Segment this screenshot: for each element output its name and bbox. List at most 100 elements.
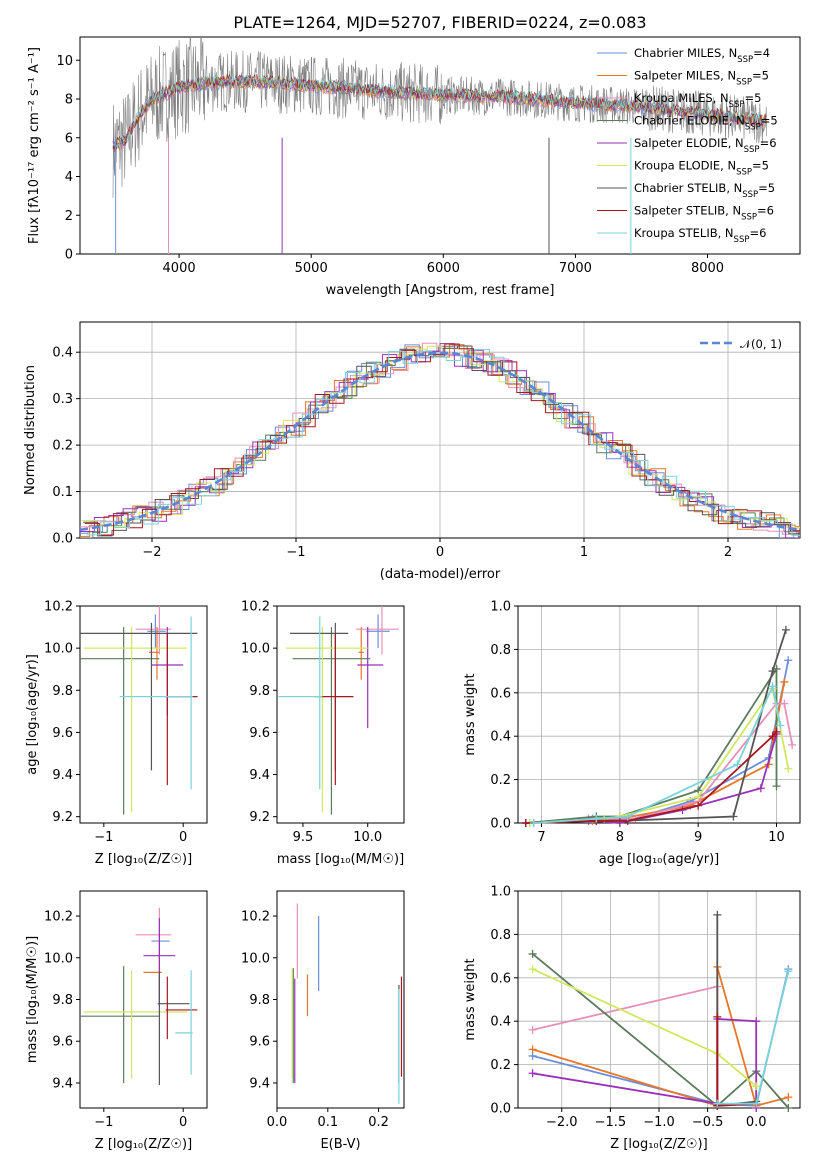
histogram-series-8 [84, 343, 800, 536]
weight-marker [768, 732, 777, 741]
weight-marker [784, 656, 793, 665]
normal-curve [79, 351, 801, 532]
panel-age-vs-mass: 9.5 10.0 9.2 9.4 9.6 9.8 10.0 10.2 mass [log₁₀(M… [241, 600, 405, 867]
x-tick-label: −1.0 [643, 1115, 675, 1130]
x-axis-label: Z [log₁₀(Z/Z☉)] [95, 1137, 192, 1152]
y-tick-label: 9.4 [52, 1076, 73, 1091]
y-tick-label: 0.0 [52, 532, 73, 547]
x-tick-label: 0.1 [317, 1115, 338, 1130]
y-tick-label: 9.4 [249, 1076, 270, 1091]
x-tick-label: 10 [768, 830, 785, 845]
y-tick-label: 9.2 [249, 810, 270, 825]
weight-marker [788, 740, 797, 749]
x-tick-label: −0.5 [692, 1115, 724, 1130]
weight-marker [528, 1069, 537, 1078]
histogram-series-9 [86, 349, 800, 536]
weight-marker [733, 760, 742, 769]
y-axis-label: Normed distribution [23, 365, 38, 495]
weight-marker [768, 667, 777, 676]
weight-marker [528, 1025, 537, 1034]
figure-title: PLATE=1264, MJD=52707, FIBERID=0224, z=0… [233, 13, 646, 32]
histogram-series-6 [81, 345, 800, 529]
weight-marker [694, 801, 703, 810]
y-tick-label: 1.0 [490, 885, 511, 900]
y-tick-label: 9.8 [249, 684, 270, 699]
legend-entry: Chabrier STELIB, NSSP=5 [634, 181, 775, 200]
x-tick-label: 0.2 [368, 1115, 389, 1130]
panel-residuals: −2 −1 0 1 2 0.0 0.1 0.2 0.3 0.4 (data-model)/error… [23, 321, 801, 582]
x-axis-label: age [log₁₀(age/yr)] [599, 852, 720, 867]
x-tick-label: 8 [616, 830, 624, 845]
weight-marker [592, 814, 601, 823]
weight-marker [713, 1012, 722, 1021]
y-tick-label: 10.0 [44, 951, 73, 966]
weight-marker [784, 1104, 793, 1112]
y-tick-label: 10.2 [241, 600, 270, 615]
weight-marker [729, 812, 738, 821]
histogram-series-2 [80, 344, 800, 538]
axes-frame [517, 605, 801, 824]
weight-marker [784, 1093, 793, 1102]
model-spectrum-4 [112, 76, 767, 151]
weight-marker [713, 910, 722, 919]
y-tick-label: 0.8 [490, 643, 511, 658]
y-tick-label: 10.2 [241, 910, 270, 925]
y-tick-label: 10.0 [44, 642, 73, 657]
x-tick-label: 0.0 [267, 1115, 288, 1130]
panel-age-vs-Z: −1 0 9.2 9.4 9.6 9.8 10.0 10.2 Z [log₁₀(Z/Z☉)] ag… [25, 600, 208, 867]
x-tick-label: 0 [179, 1115, 187, 1130]
x-tick-label: 0.0 [746, 1115, 767, 1130]
model-spectrum-9 [112, 72, 767, 148]
y-tick-label: 0 [65, 248, 73, 263]
x-tick-label: −2 [142, 545, 161, 560]
x-tick-label: 8000 [691, 261, 724, 276]
legend-entry: Chabrier MILES, NSSP=4 [634, 46, 770, 65]
weight-series-1 [529, 660, 790, 824]
y-tick-label: 10.2 [44, 910, 73, 925]
weight-marker [623, 812, 632, 821]
x-tick-label: −1 [94, 830, 113, 845]
x-tick-label: 7000 [559, 261, 592, 276]
y-tick-label: 0.4 [490, 730, 511, 745]
weight-marker [784, 967, 793, 976]
weight-marker [752, 1017, 761, 1026]
legend-entry: 𝒩(0, 1) [740, 337, 782, 351]
y-tick-label: 8 [65, 93, 73, 108]
y-tick-label: 9.2 [52, 810, 73, 825]
weight-series-5 [525, 733, 778, 824]
y-axis-label: mass weight [463, 958, 478, 1040]
y-tick-label: 0.8 [490, 928, 511, 943]
axes-frame [276, 605, 405, 824]
y-tick-label: 0.3 [52, 392, 73, 407]
x-tick-label: 4000 [163, 261, 196, 276]
x-tick-label: 7 [537, 830, 545, 845]
x-tick-label: 9 [694, 830, 702, 845]
panel-mass-vs-EBV: 0.0 0.1 0.2 9.4 9.6 9.8 10.0 10.2 E(B-V) [241, 890, 405, 1152]
y-tick-label: 9.8 [249, 993, 270, 1008]
legend-entry: Kroupa STELIB, NSSP=6 [634, 226, 766, 245]
x-tick-label: 0 [179, 830, 187, 845]
weight-series-9 [533, 683, 782, 824]
axes-frame [79, 36, 801, 255]
x-tick-label: 1 [580, 545, 588, 560]
legend-entry: Salpeter ELODIE, NSSP=6 [634, 136, 777, 155]
x-tick-label: −1.5 [595, 1115, 627, 1130]
y-tick-label: 0.0 [490, 817, 511, 832]
y-tick-label: 0.2 [490, 773, 511, 788]
panel-mass-vs-Z: −1 0 9.4 9.6 9.8 10.0 10.2 Z [log₁₀(Z/Z☉)] mass … [25, 890, 208, 1152]
weight-marker [713, 1099, 722, 1108]
weight-marker [768, 682, 777, 691]
histogram-series-1 [80, 344, 800, 538]
legend-entry: Salpeter STELIB, NSSP=6 [634, 204, 774, 223]
model-spectrum-6 [112, 75, 767, 152]
y-tick-label: 9.6 [52, 1035, 73, 1050]
panel-weight-vs-age: 7 8 9 10 0.0 0.2 0.4 0.6 0.8 1.0 age [log₁₀(age/yr… [463, 600, 801, 867]
weight-marker [528, 965, 537, 974]
weight-marker [528, 949, 537, 958]
y-tick-label: 9.4 [249, 768, 270, 783]
weight-marker [756, 784, 765, 793]
weight-series-4 [525, 665, 778, 824]
x-tick-label: 10.0 [353, 830, 382, 845]
weight-marker [529, 819, 538, 827]
